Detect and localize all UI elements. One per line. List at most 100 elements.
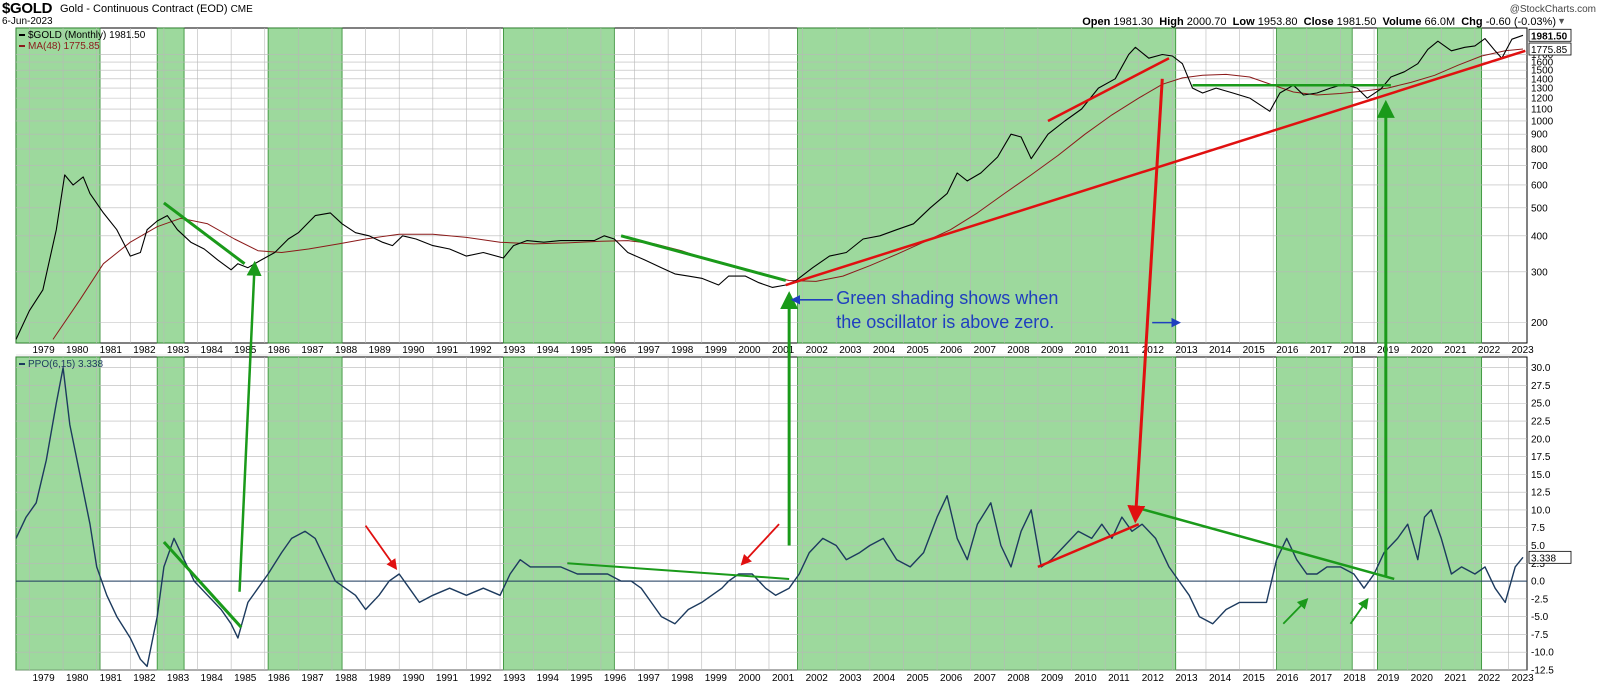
price-x-tick-label: 2011 — [1108, 345, 1130, 356]
high-value: 2000.70 — [1186, 16, 1227, 28]
price-y-tick-label: 1300 — [1531, 84, 1554, 95]
osc-x-tick-label: 2002 — [806, 673, 829, 684]
price-x-tick-label: 1985 — [234, 345, 257, 356]
osc-y-tick-label: 20.0 — [1531, 434, 1551, 445]
osc-y-tick-label: 22.5 — [1531, 417, 1551, 428]
shaded-period-osc-2 — [267, 356, 343, 671]
osc-x-tick-label: 2008 — [1007, 673, 1030, 684]
osc-x-tick-label: 2012 — [1142, 673, 1165, 684]
osc-y-tick-label: 12.5 — [1531, 488, 1551, 499]
low-label: Low — [1232, 16, 1255, 28]
osc-x-tick-label: 2000 — [738, 673, 761, 684]
osc-x-tick-label: 2014 — [1209, 673, 1232, 684]
osc-x-tick-label: 2005 — [906, 673, 929, 684]
price-x-tick-label: 2002 — [806, 345, 829, 356]
arrow-small-red — [364, 525, 398, 571]
osc-x-tick-label: 1994 — [537, 673, 560, 684]
osc-x-tick-label: 2009 — [1041, 673, 1064, 684]
chart-date: 6-Jun-2023 — [2, 16, 53, 27]
shaded-period-price-2 — [267, 27, 343, 344]
price-x-tick-label: 1987 — [301, 345, 324, 356]
osc-x-tick-label: 1983 — [167, 673, 190, 684]
chg-label: Chg — [1461, 16, 1483, 28]
trendline-green — [620, 234, 787, 282]
price-x-tick-label: 2008 — [1007, 345, 1030, 356]
price-legend-text: MA(48) 1775.85 — [28, 41, 100, 52]
shaded-period-osc-0 — [15, 356, 101, 671]
osc-y-tick-label: 10.0 — [1531, 505, 1551, 516]
osc-x-tick-label: 2016 — [1276, 673, 1299, 684]
chevron-down-icon[interactable]: ▼ — [1557, 16, 1566, 26]
osc-y-tick-label: 7.5 — [1531, 523, 1545, 534]
osc-x-tick-label: 1998 — [671, 673, 694, 684]
osc-y-tick-label: 17.5 — [1531, 452, 1551, 463]
osc-x-tick-label: 2017 — [1310, 673, 1333, 684]
price-y-tick-label: 1600 — [1531, 58, 1554, 69]
arrow-up-green — [238, 260, 262, 592]
price-x-tick-label: 1982 — [133, 345, 156, 356]
last-price-label-box — [1528, 28, 1572, 42]
trendline-green — [1131, 505, 1395, 581]
osc-x-tick-label: 1980 — [66, 673, 89, 684]
price-y-tick-label: 1500 — [1531, 66, 1554, 77]
contract-description: Gold - Continuous Contract (EOD) — [60, 3, 228, 15]
trendline-red — [1047, 57, 1170, 123]
shaded-period-price-5 — [1276, 27, 1353, 344]
osc-y-tick-label: -10.0 — [1531, 648, 1554, 659]
osc-x-tick-label: 2020 — [1411, 673, 1434, 684]
osc-y-tick-label: -12.5 — [1531, 666, 1554, 677]
shaded-period-price-1 — [156, 27, 185, 344]
price-x-tick-label: 1990 — [402, 345, 425, 356]
osc-x-tick-label: 1988 — [335, 673, 358, 684]
osc-x-tick-label: 2013 — [1175, 673, 1198, 684]
exchange-label: CME — [230, 4, 253, 15]
arrow-small-green — [1282, 598, 1309, 625]
osc-y-tick-label: 27.5 — [1531, 381, 1551, 392]
price-x-tick-label: 2010 — [1075, 345, 1098, 356]
shaded-period-osc-3 — [503, 356, 615, 671]
price-x-tick-label: 2022 — [1478, 345, 1501, 356]
osc-x-tick-label: 2006 — [940, 673, 963, 684]
osc-x-tick-label: 1996 — [604, 673, 627, 684]
price-x-tick-label: 2016 — [1276, 345, 1299, 356]
price-x-tick-label: 2003 — [839, 345, 862, 356]
price-y-tick-label: 700 — [1531, 161, 1548, 172]
osc-x-tick-label: 1992 — [469, 673, 492, 684]
price-x-tick-label: 1997 — [638, 345, 661, 356]
osc-x-tick-label: 2007 — [974, 673, 997, 684]
price-x-tick-label: 2020 — [1411, 345, 1434, 356]
osc-x-tick-label: 2021 — [1444, 673, 1467, 684]
shaded-period-price-0 — [15, 27, 101, 344]
osc-x-tick-label: 1990 — [402, 673, 425, 684]
price-x-tick-label: 1994 — [537, 345, 560, 356]
osc-x-tick-label: 2015 — [1243, 673, 1266, 684]
osc-y-tick-label: 30.0 — [1531, 363, 1551, 374]
osc-x-tick-label: 2010 — [1075, 673, 1098, 684]
price-y-tick-label: 300 — [1531, 267, 1548, 278]
osc-x-tick-label: 1986 — [268, 673, 291, 684]
price-x-tick-label: 1993 — [503, 345, 526, 356]
low-value: 1953.80 — [1257, 16, 1298, 28]
price-x-tick-label: 2019 — [1377, 345, 1400, 356]
price-x-tick-label: 1996 — [604, 345, 627, 356]
last-ppo-label: 3.338 — [1531, 553, 1556, 564]
price-legend-text: $GOLD (Monthly) 1981.50 — [28, 30, 146, 41]
price-y-tick-label: 1200 — [1531, 94, 1554, 105]
osc-x-tick-label: 1993 — [503, 673, 526, 684]
price-y-tick-label: 600 — [1531, 180, 1548, 191]
open-value: 1981.30 — [1113, 16, 1154, 28]
ppo-line — [15, 367, 1524, 668]
high-label: High — [1159, 16, 1184, 28]
price-x-tick-label: 1979 — [32, 345, 55, 356]
price-x-tick-label: 2017 — [1310, 345, 1333, 356]
osc-x-tick-label: 1981 — [100, 673, 123, 684]
last-ppo-label-box — [1528, 550, 1572, 564]
shaded-period-price-6 — [1377, 27, 1483, 344]
osc-x-tick-label: 1999 — [705, 673, 728, 684]
chg-value: -0.60 (-0.03%) — [1485, 16, 1556, 28]
price-y-tick-label: 1000 — [1531, 116, 1554, 127]
trendline-red — [1037, 523, 1140, 569]
osc-x-tick-label: 2004 — [873, 673, 896, 684]
price-x-tick-label: 2015 — [1243, 345, 1266, 356]
osc-x-tick-label: 1984 — [201, 673, 224, 684]
